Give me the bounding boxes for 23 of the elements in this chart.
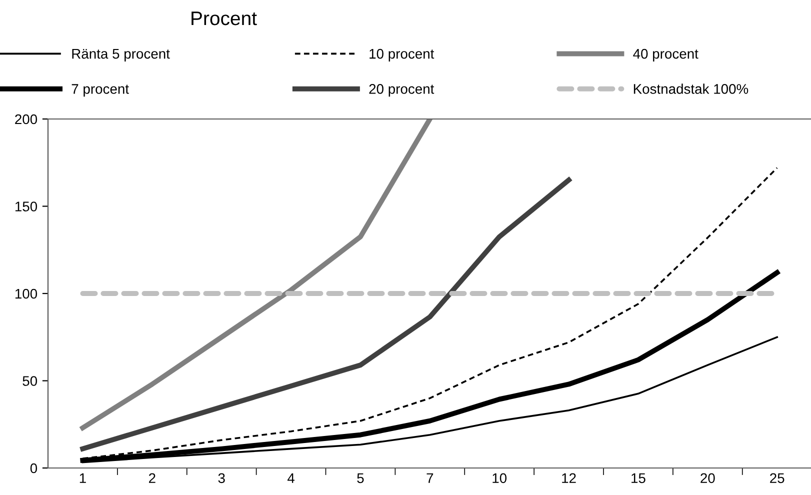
legend-label: Ränta 5 procent bbox=[72, 49, 170, 62]
y-tick-label: 150 bbox=[15, 202, 38, 212]
x-tick-label: 1 bbox=[80, 473, 86, 483]
x-tick-label: 20 bbox=[700, 473, 715, 484]
legend-label: 7 procent bbox=[72, 84, 129, 97]
x-tick-label: 4 bbox=[287, 473, 294, 483]
legend-label: 10 procent bbox=[370, 48, 434, 62]
legend-label: Kostnadstak 100% bbox=[634, 84, 748, 94]
legend-label: 40 procent bbox=[633, 48, 698, 62]
x-tick-label: 15 bbox=[632, 473, 646, 484]
legend-label: 20 procent bbox=[369, 84, 434, 97]
y-tick-label: 100 bbox=[15, 288, 38, 299]
x-tick-label: 2 bbox=[148, 473, 156, 483]
x-tick-label: 3 bbox=[218, 473, 225, 484]
x-tick-label: 5 bbox=[357, 473, 364, 484]
y-tick-label: 200 bbox=[15, 114, 38, 124]
x-tick-label: 12 bbox=[562, 473, 576, 483]
x-tick-label: 25 bbox=[770, 473, 784, 484]
y-tick-label: 0 bbox=[30, 463, 38, 474]
chart-title: Procent bbox=[192, 12, 257, 26]
x-tick-label: 10 bbox=[492, 473, 507, 484]
x-tick-label: 7 bbox=[426, 473, 434, 483]
y-tick-label: 50 bbox=[22, 376, 38, 386]
